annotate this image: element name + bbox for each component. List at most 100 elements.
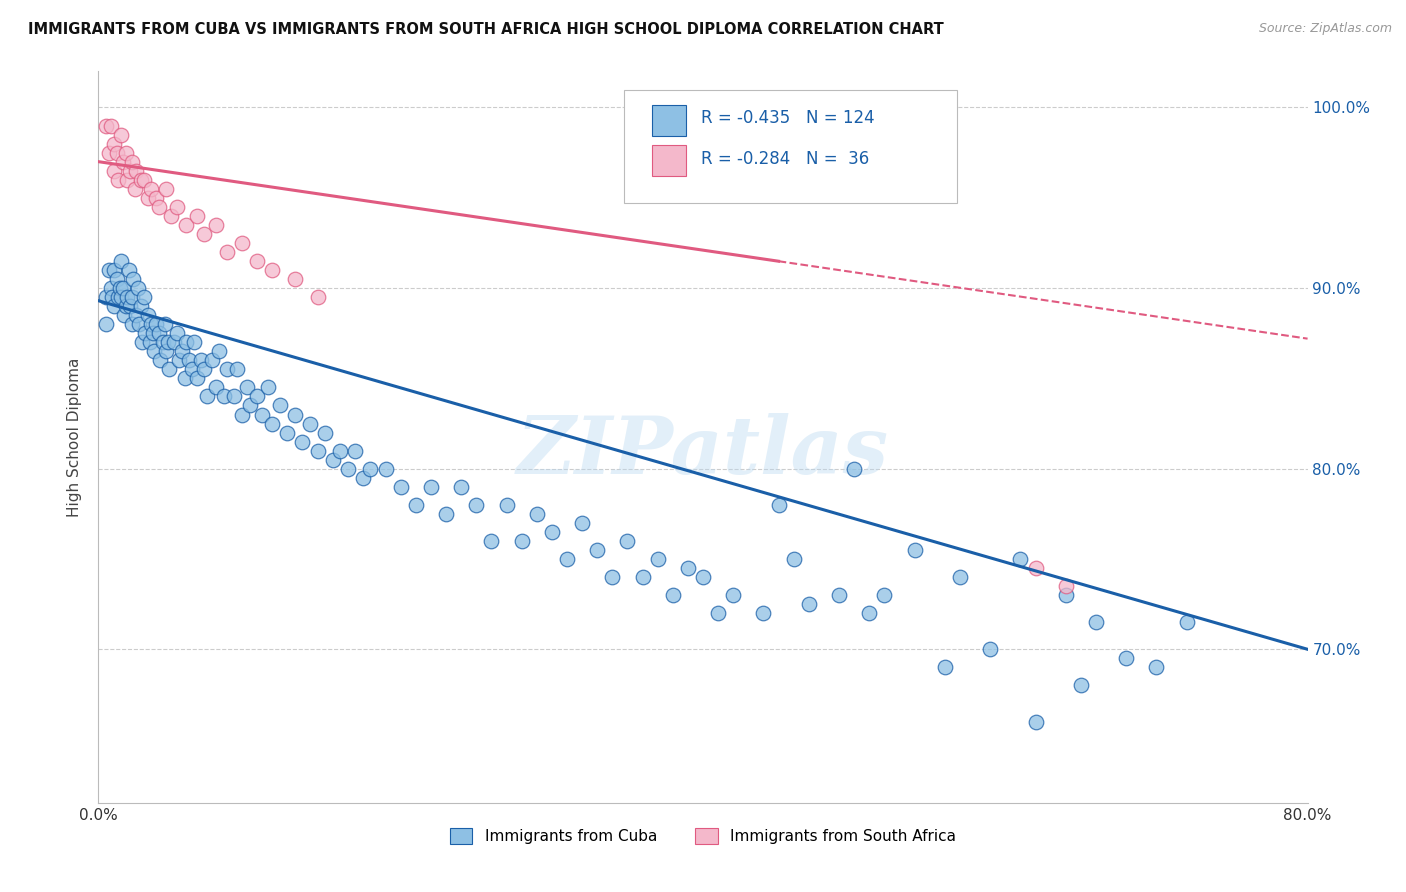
Point xyxy=(226,362,249,376)
Point xyxy=(858,606,880,620)
Point xyxy=(314,425,336,440)
Point xyxy=(127,281,149,295)
Point xyxy=(1010,552,1032,566)
Point xyxy=(125,163,148,178)
Point xyxy=(155,182,177,196)
Point xyxy=(246,254,269,268)
Point xyxy=(114,145,136,160)
Point xyxy=(224,389,246,403)
Point xyxy=(269,399,291,413)
Point xyxy=(555,552,578,566)
Point xyxy=(1024,561,1046,575)
Point xyxy=(181,362,204,376)
Point xyxy=(389,480,412,494)
Point xyxy=(450,480,472,494)
Point xyxy=(186,371,208,385)
Point xyxy=(420,480,443,494)
Point xyxy=(149,353,172,368)
Point xyxy=(360,461,382,475)
Point xyxy=(110,254,132,268)
Point xyxy=(115,172,138,186)
Point xyxy=(101,290,124,304)
Point xyxy=(105,272,128,286)
FancyBboxPatch shape xyxy=(624,90,957,203)
Point xyxy=(174,335,197,350)
Point xyxy=(125,308,148,322)
Point xyxy=(121,317,143,331)
Point xyxy=(118,263,141,277)
Point xyxy=(120,163,142,178)
Point xyxy=(262,417,284,431)
Point xyxy=(329,443,352,458)
Point xyxy=(98,145,121,160)
Point xyxy=(239,399,262,413)
Y-axis label: High School Diploma: High School Diploma xyxy=(67,358,83,516)
Point xyxy=(212,389,235,403)
Point xyxy=(173,371,195,385)
Point xyxy=(190,353,212,368)
Point xyxy=(1115,651,1137,665)
Point xyxy=(167,353,190,368)
Point xyxy=(276,425,298,440)
Point xyxy=(107,172,129,186)
Point xyxy=(707,606,730,620)
Point xyxy=(100,119,122,133)
Point xyxy=(163,335,186,350)
Point xyxy=(783,552,806,566)
Point xyxy=(152,335,174,350)
Point xyxy=(114,299,136,313)
Point xyxy=(136,191,159,205)
Point xyxy=(129,172,152,186)
Point xyxy=(148,200,170,214)
Point xyxy=(434,507,457,521)
Point xyxy=(844,461,866,475)
Point xyxy=(129,299,152,313)
Point xyxy=(1175,615,1198,630)
Point xyxy=(208,344,231,359)
Point xyxy=(307,443,329,458)
Point xyxy=(1054,588,1077,602)
Bar xyxy=(652,105,686,136)
Point xyxy=(307,290,329,304)
Text: R = -0.284   N =  36: R = -0.284 N = 36 xyxy=(700,150,869,168)
Point xyxy=(979,642,1001,657)
Point xyxy=(103,299,125,313)
Point xyxy=(107,290,129,304)
Point xyxy=(250,408,273,422)
Text: IMMIGRANTS FROM CUBA VS IMMIGRANTS FROM SOUTH AFRICA HIGH SCHOOL DIPLOMA CORRELA: IMMIGRANTS FROM CUBA VS IMMIGRANTS FROM … xyxy=(28,22,943,37)
Point xyxy=(1024,714,1046,729)
Point xyxy=(94,290,117,304)
Point xyxy=(1144,660,1167,674)
Point xyxy=(112,308,135,322)
Point xyxy=(134,326,156,341)
Point xyxy=(111,281,134,295)
Point xyxy=(540,524,562,539)
Point xyxy=(136,308,159,322)
Point xyxy=(110,128,132,142)
Point xyxy=(141,317,163,331)
Point xyxy=(124,182,146,196)
Point xyxy=(235,380,257,394)
Point xyxy=(94,317,117,331)
Point xyxy=(616,533,638,548)
Point xyxy=(322,452,344,467)
Point xyxy=(934,660,956,674)
Text: ZIPatlas: ZIPatlas xyxy=(517,413,889,491)
Point xyxy=(115,290,138,304)
Point xyxy=(215,244,238,259)
Point xyxy=(128,317,150,331)
Point xyxy=(284,272,307,286)
Point xyxy=(148,326,170,341)
Point xyxy=(752,606,775,620)
Point xyxy=(949,570,972,584)
Point xyxy=(215,362,238,376)
Point xyxy=(121,290,143,304)
Point xyxy=(344,443,367,458)
Point xyxy=(405,498,427,512)
Point xyxy=(205,380,228,394)
Point xyxy=(139,335,162,350)
Point xyxy=(103,263,125,277)
Point xyxy=(828,588,851,602)
Point xyxy=(105,145,128,160)
Point xyxy=(110,290,132,304)
